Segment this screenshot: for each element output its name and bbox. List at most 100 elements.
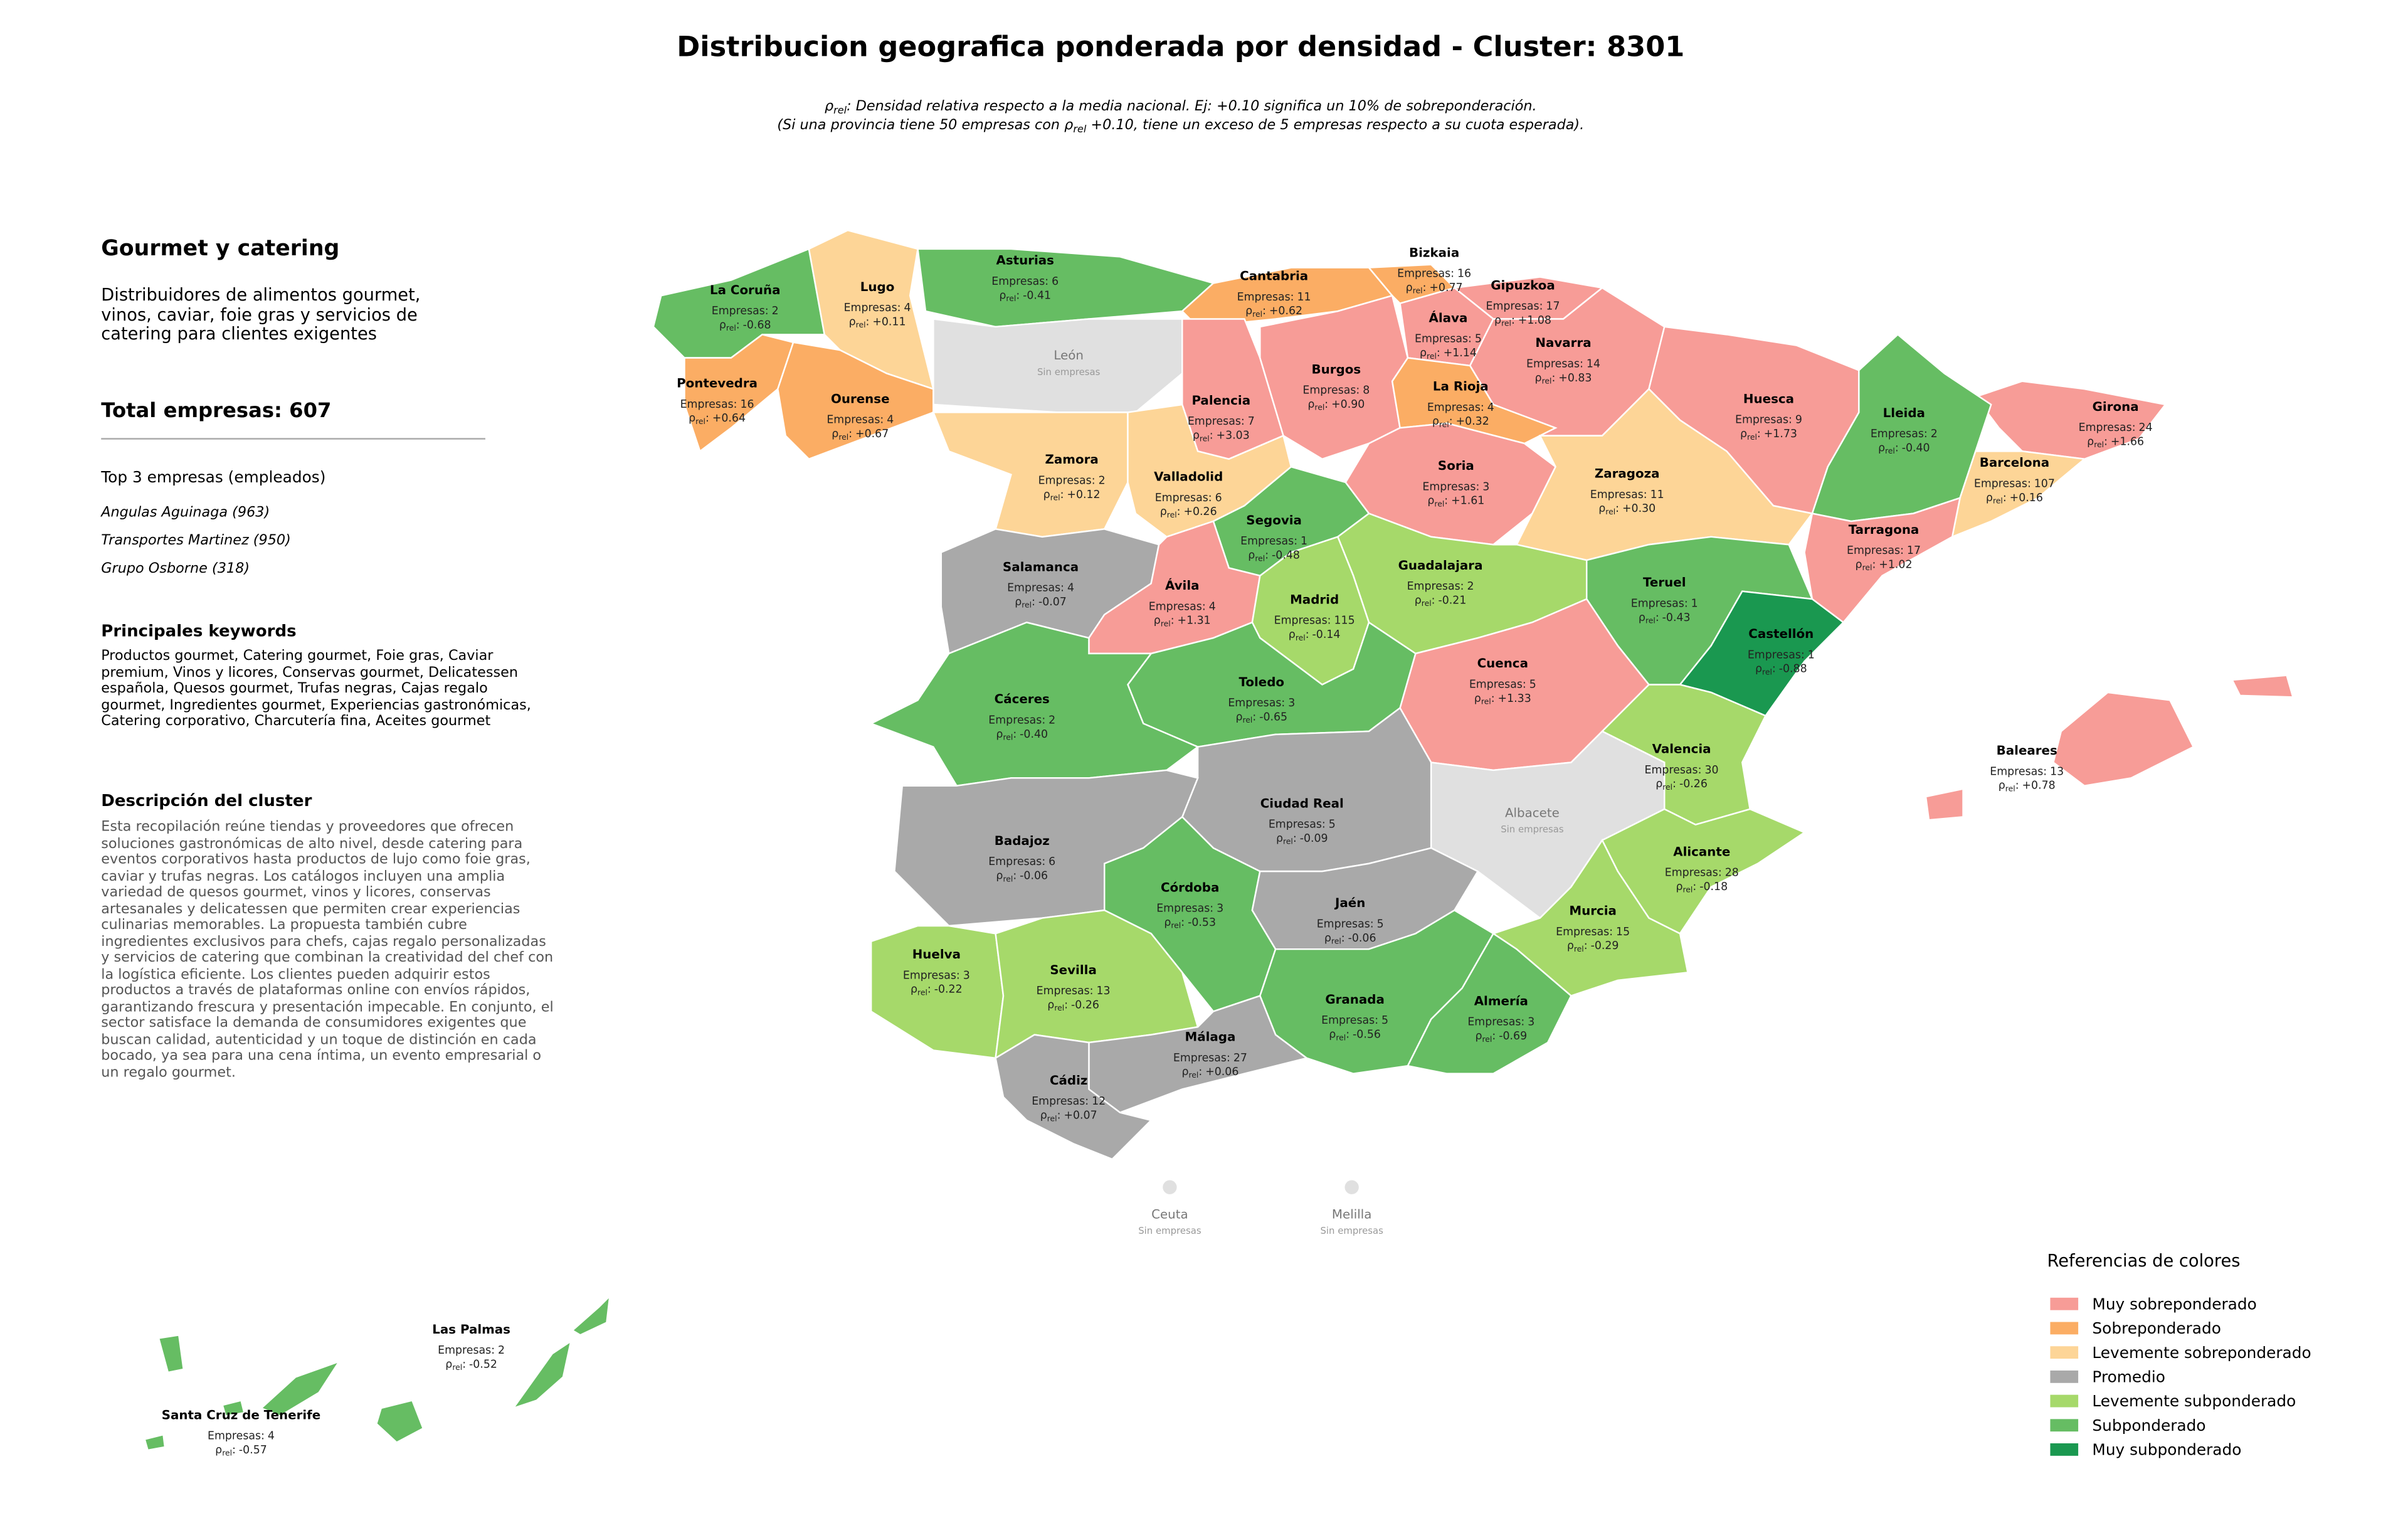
- rho-sub: rel: [838, 432, 848, 442]
- province-name: Álava: [1429, 310, 1468, 325]
- companies-value: 2: [498, 1344, 505, 1357]
- province-shape: [917, 248, 1215, 328]
- companies-value: 16: [1457, 268, 1471, 280]
- companies-prefix: Empresas:: [1397, 268, 1454, 280]
- province-companies: Empresas: 5: [1415, 333, 1482, 346]
- rho-sub: rel: [1747, 432, 1757, 442]
- province-rho: ρrel: -0.40: [996, 728, 1048, 742]
- companies-prefix: Empresas:: [1469, 678, 1526, 691]
- companies-prefix: Empresas:: [1415, 333, 1472, 346]
- province-rho: ρrel: +0.83: [1535, 372, 1592, 386]
- legend-swatch: [2050, 1419, 2079, 1432]
- top-item: Transportes Martinez (950): [101, 533, 291, 549]
- province-companies: Empresas: 3: [1467, 1016, 1534, 1029]
- rho-sub: rel: [1296, 633, 1306, 642]
- legend-swatch: [2050, 1394, 2079, 1408]
- province-rho: ρrel: -0.48: [1248, 549, 1300, 563]
- rho-sub: rel: [1006, 294, 1016, 303]
- rho-sep: :: [1437, 347, 1440, 359]
- province-companies: Empresas: 1: [1748, 649, 1815, 661]
- total: Total empresas: 607: [101, 400, 332, 423]
- province: [375, 1293, 611, 1444]
- rho: ρ: [2087, 435, 2094, 448]
- province-rho: ρrel: -0.65: [1235, 711, 1287, 725]
- rho-value: +0.67: [855, 428, 889, 440]
- rho: ρ: [911, 984, 917, 996]
- rho-value: -0.22: [934, 984, 963, 996]
- companies-prefix: Empresas:: [1665, 867, 1722, 879]
- rho-sep: :: [1772, 663, 1776, 676]
- companies-value: 13: [2050, 765, 2064, 778]
- rho-sub: rel: [1682, 885, 1692, 894]
- rho: ρ: [1986, 492, 1993, 504]
- rho-sep: :: [1262, 305, 1266, 317]
- legend-label: Promedio: [2092, 1368, 2165, 1386]
- companies-prefix: Empresas:: [844, 302, 901, 314]
- rho-sub: rel: [2094, 440, 2104, 449]
- province: [1491, 839, 1689, 997]
- rho-sep: :: [2003, 492, 2007, 504]
- rho-value: -0.40: [1020, 728, 1048, 741]
- rho: ρ: [1324, 932, 1331, 945]
- province-name: Córdoba: [1161, 880, 1219, 894]
- province-rho: ρrel: +0.32: [1432, 415, 1489, 429]
- province-shape: [777, 341, 934, 460]
- rho: ρ: [1415, 594, 1422, 607]
- companies-prefix: Empresas:: [1590, 489, 1647, 501]
- rho-value: -0.21: [1438, 594, 1466, 607]
- province-name: Gipuzkoa: [1491, 278, 1555, 292]
- province-name: Teruel: [1643, 575, 1686, 590]
- province-shape: [1161, 1179, 1179, 1196]
- rho: ρ: [1307, 398, 1314, 411]
- rho-sub: rel: [1645, 615, 1656, 625]
- companies-value: 4: [1487, 401, 1494, 414]
- province-companies: Empresas: 9: [1735, 414, 1802, 427]
- companies-value: 12: [1092, 1095, 1106, 1108]
- province-rho: ρrel: +0.06: [1181, 1066, 1238, 1080]
- province-rho: ρrel: -0.43: [1639, 612, 1691, 625]
- rho-value: -0.69: [1499, 1030, 1527, 1043]
- rho-sep: :: [462, 1358, 466, 1371]
- rho-sub: rel: [1542, 376, 1552, 385]
- province-name: Málaga: [1185, 1030, 1235, 1044]
- rho-sub: rel: [1662, 782, 1672, 792]
- description: Esta recopilación reúne tiendas y provee…: [101, 820, 554, 1081]
- province-companies: Empresas: 2: [1871, 428, 1938, 440]
- province-companies: Empresas: 6: [1155, 492, 1222, 504]
- rho-sep: :: [1672, 778, 1676, 790]
- companies-prefix: Empresas:: [1526, 358, 1583, 370]
- province-shape: [869, 621, 1200, 787]
- province-rho: ρrel: -0.29: [1567, 940, 1619, 953]
- legend-title: Referencias de colores: [2047, 1251, 2240, 1271]
- companies-prefix: Empresas:: [1302, 385, 1360, 397]
- rho: ρ: [1656, 778, 1662, 790]
- province-companies: Empresas: 4: [1007, 582, 1074, 595]
- rho-value: +0.32: [1456, 415, 1489, 428]
- companies-value: 9: [1795, 414, 1802, 427]
- rho-sep: :: [1491, 692, 1495, 705]
- rho-sub: rel: [1574, 944, 1584, 953]
- rho: ρ: [689, 412, 695, 425]
- rho-sub: rel: [1413, 286, 1423, 295]
- rho-sep: :: [1432, 594, 1435, 607]
- companies-value: 2: [1048, 714, 1055, 726]
- rho-sub: rel: [1605, 507, 1615, 516]
- companies-prefix: Empresas:: [1748, 649, 1805, 661]
- province-name: Navarra: [1535, 336, 1591, 350]
- province-companies: Empresas: 8: [1302, 385, 1370, 397]
- rho-value: +0.12: [1067, 489, 1100, 501]
- sidebar-title: Gourmet y catering: [101, 236, 340, 262]
- rho-value: +0.07: [1064, 1110, 1097, 1122]
- province-name: Santa Cruz de Tenerife: [162, 1408, 321, 1422]
- rho: ρ: [1406, 282, 1413, 294]
- rho-sep: :: [1341, 932, 1345, 945]
- rho-sub: rel: [2005, 783, 2015, 793]
- subtitle-text: : Densidad relativa respecto a la media …: [847, 98, 1536, 114]
- companies-prefix: Empresas:: [680, 398, 737, 411]
- rho-sep: :: [1346, 1029, 1349, 1041]
- province-rho: ρrel: +0.11: [849, 316, 906, 329]
- rho-sep: :: [1013, 728, 1017, 741]
- legend-label: Levemente sobreponderado: [2092, 1344, 2311, 1362]
- rho-sub: rel: [726, 323, 736, 332]
- rho: ρ: [215, 1444, 222, 1456]
